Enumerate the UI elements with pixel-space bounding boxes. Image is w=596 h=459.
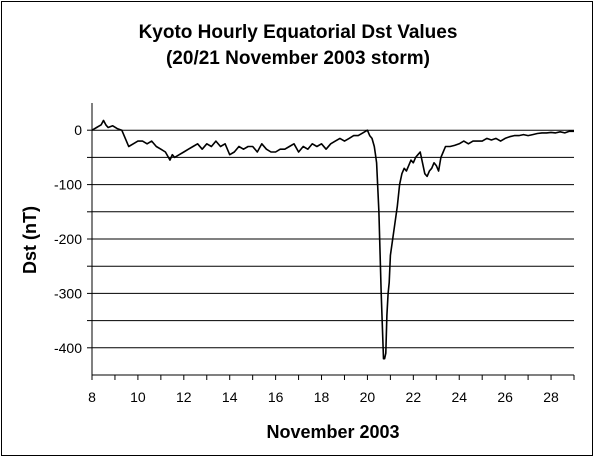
- y-tick-label: -200: [54, 231, 82, 247]
- y-tick-label: -100: [54, 177, 82, 193]
- x-tick-label: 8: [88, 389, 96, 405]
- x-tick-label: 14: [222, 389, 238, 405]
- x-tick-label: 12: [176, 389, 192, 405]
- grid-lines: [92, 129, 574, 349]
- x-tick-label: 18: [314, 389, 330, 405]
- y-tick-label: -300: [54, 285, 82, 301]
- x-tick-label: 10: [130, 389, 146, 405]
- chart-title: Kyoto Hourly Equatorial Dst Values: [139, 22, 458, 43]
- chart-subtitle: (20/21 November 2003 storm): [166, 48, 430, 69]
- y-tick-label: 0: [74, 122, 82, 138]
- x-tick-label: 22: [406, 389, 422, 405]
- y-tick-label: -400: [54, 340, 82, 356]
- dst-series-line: [91, 119, 574, 360]
- x-axis-label: November 2003: [266, 422, 399, 442]
- axes: [87, 103, 575, 380]
- x-tick-label: 26: [497, 389, 513, 405]
- series-group: [91, 119, 574, 360]
- tick-labels: 8 10 12 14 16 18 20 22 24 26 28 0 -100 -200 -300 -400: [54, 122, 559, 405]
- x-tick-label: 16: [268, 389, 284, 405]
- x-tick-label: 24: [451, 389, 467, 405]
- x-tick-label: 28: [543, 389, 559, 405]
- x-tick-label: 20: [360, 389, 376, 405]
- y-axis-label: Dst (nT): [20, 206, 40, 274]
